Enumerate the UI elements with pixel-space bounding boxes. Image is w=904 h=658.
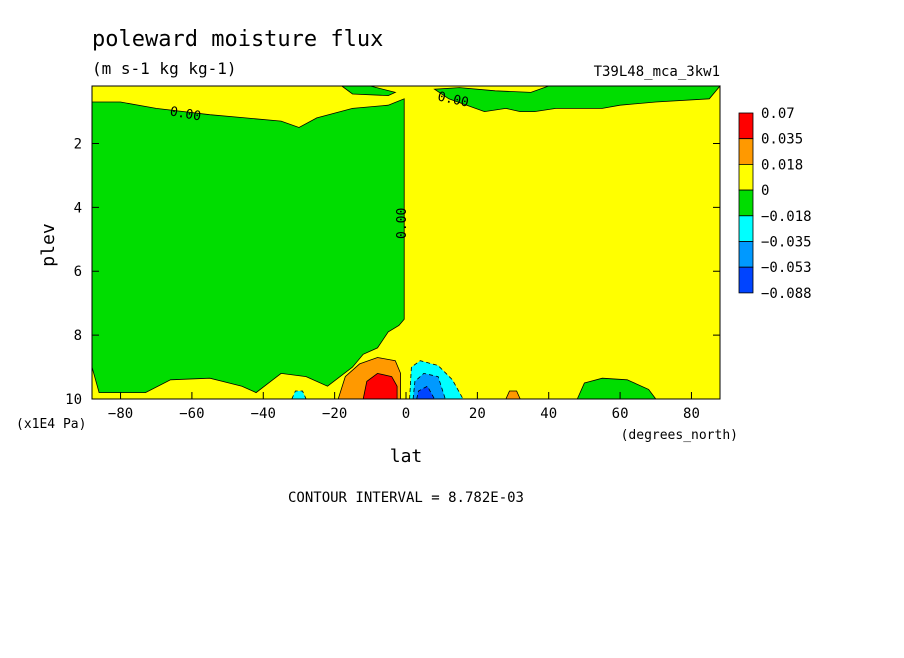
legend-swatch-2 [738, 163, 754, 191]
x-tick-label-8: 80 [683, 406, 700, 422]
contour-lines [91, 85, 721, 400]
legend-label-4: −0.018 [761, 209, 812, 225]
legend-label-5: −0.035 [761, 235, 812, 251]
legend-label-1: 0.035 [761, 132, 803, 148]
y-tick-label-1: 4 [74, 200, 82, 216]
legend-swatch-6 [738, 266, 754, 294]
run-label: T39L48_mca_3kw1 [594, 64, 720, 80]
legend-label-2: 0.018 [761, 157, 803, 173]
contour-labels: 0.00 0.00 0.00 [169, 90, 470, 239]
x-axis-unit: (degrees_north) [621, 428, 738, 443]
x-tick-label-6: 40 [540, 406, 557, 422]
color-legend: 0.07 0.035 0.018 0 −0.018 −0.035 −0.053 −0.088 [738, 106, 812, 302]
legend-label-6: −0.053 [761, 260, 812, 276]
legend-swatch-4 [738, 215, 754, 242]
x-tick-label-3: −20 [322, 406, 347, 422]
legend-label-3: 0 [761, 183, 769, 199]
contour-value-label-1: 0.00 [436, 90, 470, 111]
legend-swatch-0 [738, 112, 754, 140]
x-tick-label-1: −60 [179, 406, 204, 422]
y-tick-label-3: 8 [74, 328, 82, 344]
contour-region-3 [433, 85, 721, 113]
x-tick-label-2: −40 [251, 406, 276, 422]
legend-label-0: 0.07 [761, 106, 795, 122]
contour-region-1 [91, 98, 405, 394]
legend-swatch-5 [738, 241, 754, 268]
contour-value-label-2: 0.00 [395, 208, 410, 239]
y-tick-label-4: 10 [65, 392, 82, 408]
y-tick-label-0: 2 [74, 136, 82, 152]
y-tick-label-2: 6 [74, 264, 82, 280]
chart-title: poleward moisture flux [92, 27, 383, 52]
y-axis-unit: (x1E4 Pa) [16, 417, 86, 432]
legend-swatch-3 [738, 189, 754, 217]
contour-value-label-0: 0.00 [169, 104, 202, 124]
chart-subtitle: (m s-1 kg kg-1) [92, 59, 237, 78]
x-tick-label-0: −80 [108, 406, 133, 422]
legend-label-7: −0.088 [761, 286, 812, 302]
x-tick-label-4: 0 [402, 406, 410, 422]
x-axis-label: lat [390, 446, 423, 467]
axis-ticks: −80 −60 −40 −20 0 20 40 60 80 2 4 6 8 10 [65, 136, 720, 422]
contour-interval-note: CONTOUR INTERVAL = 8.782E-03 [288, 490, 524, 506]
x-tick-label-7: 60 [612, 406, 629, 422]
legend-swatch-1 [738, 138, 754, 165]
x-tick-label-5: 20 [469, 406, 486, 422]
y-axis-label: plev [38, 223, 59, 266]
